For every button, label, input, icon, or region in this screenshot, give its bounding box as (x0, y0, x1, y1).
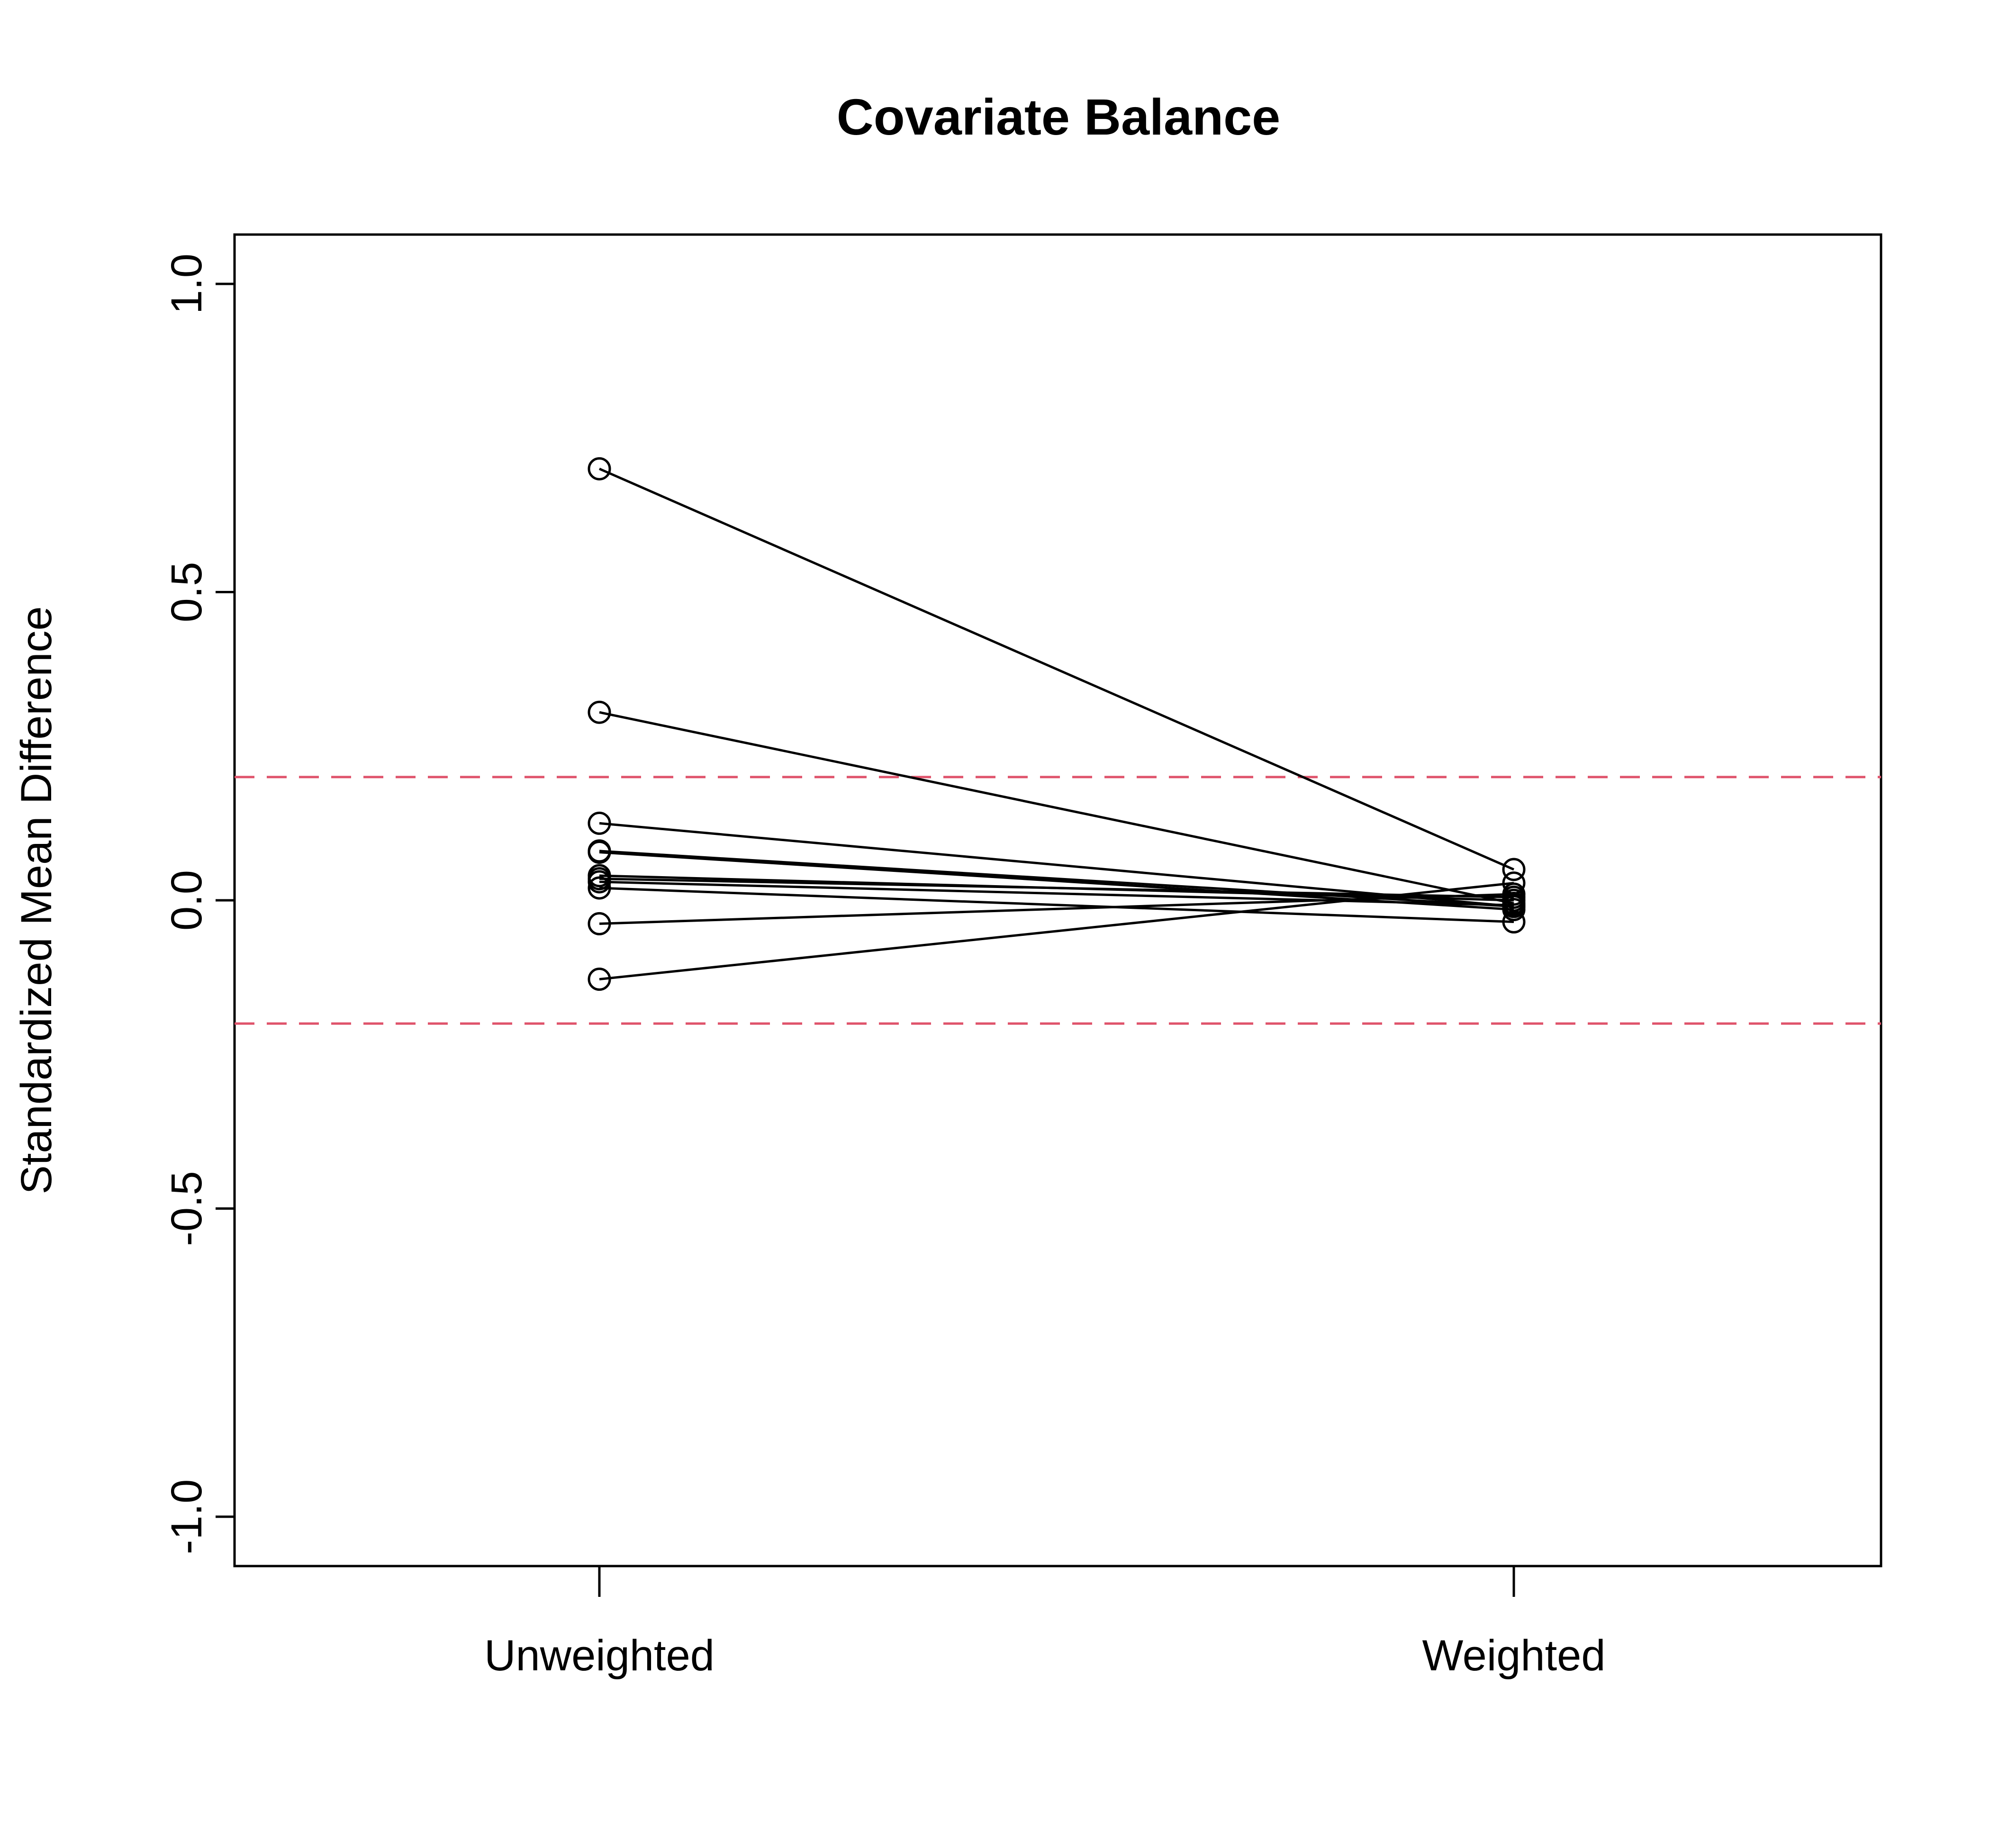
y-tick-label-2: 0.0 (163, 870, 211, 931)
point-marker-0-1 (1502, 858, 1526, 881)
chart-title: Covariate Balance (837, 88, 1280, 145)
y-tick-label-1: -0.5 (163, 1171, 211, 1246)
point-marker-7-0 (588, 870, 611, 894)
y-axis-label: Standardized Mean Difference (12, 606, 61, 1194)
series-line-2 (599, 822, 1514, 908)
point-marker-0-0 (588, 457, 611, 480)
point-marker-1-0 (588, 700, 611, 724)
point-marker-8-0 (588, 876, 611, 900)
y-tick-label-0: -1.0 (163, 1479, 211, 1555)
x-tick-label-1: Weighted (1422, 1631, 1605, 1680)
y-tick-label-4: 1.0 (163, 254, 211, 314)
series-line-8 (599, 887, 1514, 924)
point-marker-7-1 (1502, 893, 1526, 917)
x-tick-label-0: Unweighted (484, 1631, 715, 1680)
series-line-1 (599, 711, 1514, 905)
series-line-7 (599, 880, 1514, 906)
y-tick-label-3: 0.5 (163, 562, 211, 623)
point-marker-9-0 (588, 912, 611, 935)
series-line-0 (598, 468, 1515, 871)
plot-area-frame (233, 233, 1882, 1567)
series-line-6 (599, 877, 1514, 898)
point-marker-8-1 (1502, 910, 1526, 934)
point-marker-10-0 (588, 968, 611, 991)
series-line-10 (599, 882, 1514, 981)
point-marker-2-0 (588, 811, 611, 835)
point-marker-10-1 (1502, 871, 1526, 895)
point-marker-4-0 (588, 841, 611, 864)
point-marker-9-1 (1502, 882, 1526, 906)
